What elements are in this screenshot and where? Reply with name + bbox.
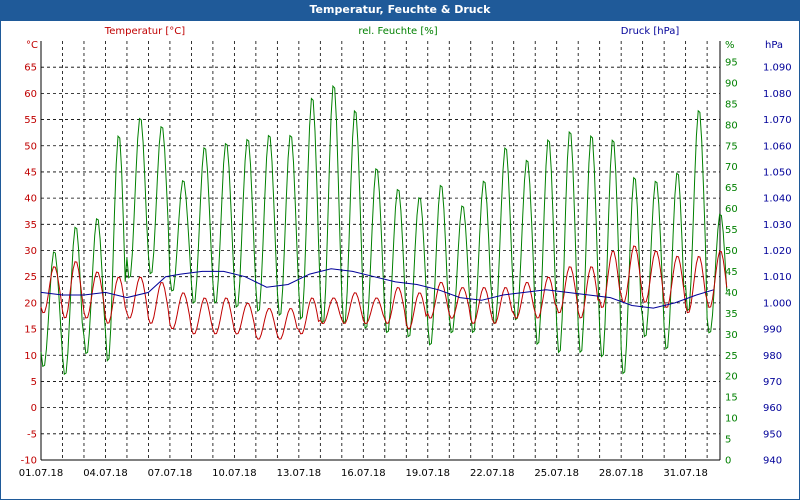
- x-tick-label: 22.07.18: [470, 468, 515, 479]
- right-tick-label: 1.070: [763, 115, 792, 126]
- middle-axis-unit: %: [725, 40, 735, 51]
- right-tick-label: 940: [763, 456, 782, 467]
- right-tick-label: 1.060: [763, 141, 792, 152]
- left-tick-label: 10: [24, 351, 37, 362]
- right-tick-label: 1.020: [763, 246, 792, 257]
- series-lines: [40, 84, 728, 376]
- right-tick-label: 960: [763, 403, 782, 414]
- middle-tick-label: 25: [725, 351, 738, 362]
- right-tick-label: 950: [763, 429, 782, 440]
- middle-tick-label: 85: [725, 99, 738, 110]
- left-axis-unit: °C: [26, 40, 38, 51]
- right-tick-label: 1.030: [763, 220, 792, 231]
- right-tick-label: 1.000: [763, 298, 792, 309]
- chart-title: Temperatur, Feuchte & Druck: [0, 0, 800, 20]
- middle-axis-ticks: 0 5 10 15 20 25 30 35 40 45 50 55 60 65 70 75 80 85 90 95: [725, 57, 738, 466]
- x-tick-label: 04.07.18: [83, 468, 128, 479]
- right-axis-ticks: 940 950 960 970 980 990 1.000 1.010 1.020 1.030 1.…: [763, 63, 792, 467]
- middle-tick-label: 40: [725, 288, 738, 299]
- x-tick-label: 01.07.18: [19, 468, 64, 479]
- middle-tick-label: 15: [725, 393, 738, 404]
- right-axis-unit: hPa: [765, 40, 783, 51]
- x-tick-label: 13.07.18: [277, 468, 322, 479]
- x-tick-label: 10.07.18: [212, 468, 257, 479]
- middle-tick-label: 80: [725, 120, 738, 131]
- middle-tick-label: 75: [725, 141, 738, 152]
- legend-humidity: rel. Feuchte [%]: [358, 26, 437, 37]
- left-tick-label: 0: [31, 403, 37, 414]
- x-tick-label: 07.07.18: [148, 468, 193, 479]
- left-tick-label: 15: [24, 325, 37, 336]
- left-tick-label: 30: [24, 246, 37, 257]
- legend-pressure: Druck [hPa]: [621, 26, 680, 37]
- middle-tick-label: 95: [725, 57, 738, 68]
- right-tick-label: 1.050: [763, 167, 792, 178]
- left-tick-label: 20: [24, 298, 37, 309]
- right-tick-label: 990: [763, 325, 782, 336]
- left-tick-label: 50: [24, 141, 37, 152]
- right-tick-label: 1.090: [763, 63, 792, 74]
- middle-tick-label: 90: [725, 78, 738, 89]
- x-tick-label: 25.07.18: [534, 468, 579, 479]
- left-tick-label: -10: [21, 456, 37, 467]
- humidity-line: [40, 84, 728, 376]
- x-tick-label: 28.07.18: [599, 468, 644, 479]
- right-tick-label: 1.040: [763, 194, 792, 205]
- middle-tick-label: 60: [725, 204, 738, 215]
- pressure-line: [40, 268, 714, 309]
- left-tick-label: 40: [24, 194, 37, 205]
- right-tick-label: 970: [763, 377, 782, 388]
- left-tick-label: 60: [24, 89, 37, 100]
- left-tick-label: 5: [31, 377, 37, 388]
- legend-temperature: Temperatur [°C]: [104, 26, 185, 37]
- middle-tick-label: 0: [725, 456, 731, 467]
- middle-tick-label: 10: [725, 414, 738, 425]
- x-tick-label: 16.07.18: [341, 468, 386, 479]
- temperature-line: [40, 245, 728, 340]
- left-tick-label: 45: [24, 167, 37, 178]
- middle-tick-label: 20: [725, 372, 738, 383]
- middle-tick-label: 70: [725, 162, 738, 173]
- left-tick-label: 35: [24, 220, 37, 231]
- left-tick-label: -5: [27, 429, 37, 440]
- middle-tick-label: 50: [725, 246, 738, 257]
- middle-tick-label: 5: [725, 435, 731, 446]
- middle-tick-label: 45: [725, 267, 738, 278]
- right-tick-label: 980: [763, 351, 782, 362]
- left-tick-label: 25: [24, 272, 37, 283]
- left-axis-ticks: -10 -5 0 5 10 15 20 25 30 35 40 45 50 55 60 65: [21, 63, 37, 467]
- right-tick-label: 1.080: [763, 89, 792, 100]
- middle-tick-label: 35: [725, 309, 738, 320]
- left-tick-label: 55: [24, 115, 37, 126]
- right-tick-label: 1.010: [763, 272, 792, 283]
- middle-tick-label: 30: [725, 330, 738, 341]
- x-tick-label: 19.07.18: [406, 468, 451, 479]
- x-axis-ticks: 01.07.18 04.07.18 07.07.18 10.07.18 13.07.18…: [19, 468, 708, 479]
- middle-tick-label: 65: [725, 183, 738, 194]
- middle-tick-label: 55: [725, 225, 738, 236]
- grid: [40, 41, 721, 461]
- x-tick-label: 31.07.18: [663, 468, 708, 479]
- left-tick-label: 65: [24, 63, 37, 74]
